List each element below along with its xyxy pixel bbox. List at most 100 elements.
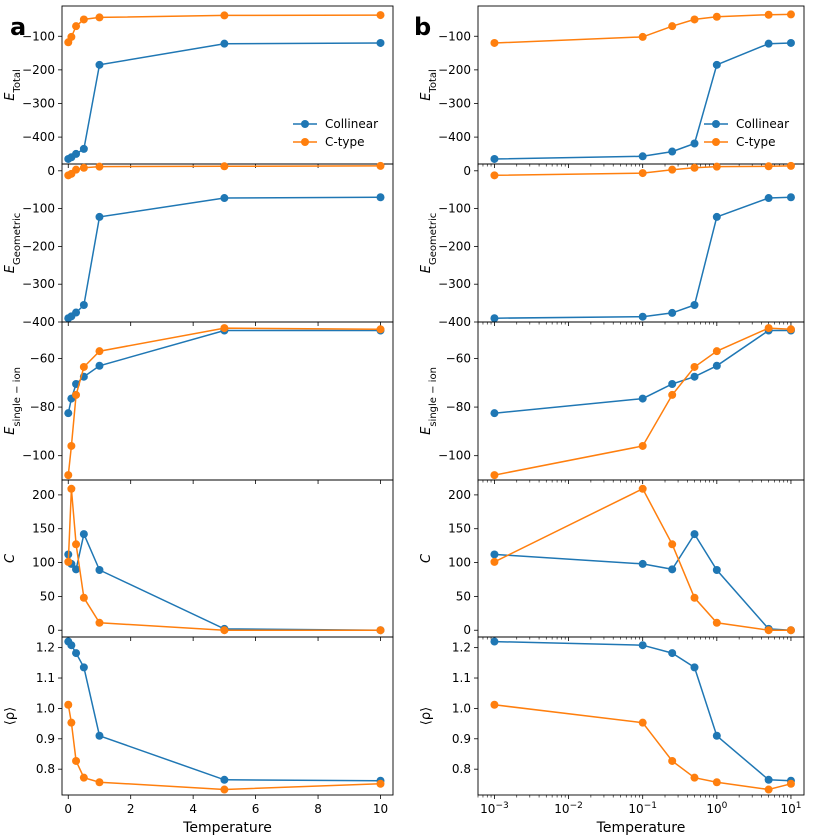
y-axis-label-subscript: single − ion: [12, 367, 23, 427]
subplot-b-2: −400 −300 −200 −100 0 EGeometric: [419, 161, 805, 329]
y-axis-label-main: C: [419, 553, 434, 563]
y-axis-label-subscript: Total: [12, 69, 23, 93]
x-tick-label: 101: [780, 801, 801, 816]
data-point-collinear: [764, 194, 773, 203]
data-point-c-type: [786, 161, 795, 170]
data-point-c-type: [690, 773, 699, 782]
y-tick-label: −80: [30, 400, 55, 414]
y-axis-label: EGeometric: [419, 213, 439, 273]
data-point-collinear: [79, 663, 88, 672]
x-tick-label-exponent: 1: [796, 801, 802, 811]
data-point-c-type: [490, 471, 499, 480]
data-point-c-type: [64, 471, 73, 480]
data-point-collinear: [712, 60, 721, 69]
data-point-c-type: [668, 540, 677, 549]
data-point-c-type: [690, 593, 699, 602]
data-point-c-type: [668, 756, 677, 765]
data-point-c-type: [712, 162, 721, 171]
data-point-c-type: [220, 324, 229, 333]
data-point-c-type: [72, 390, 81, 399]
y-axis-label: Esingle − ion: [419, 367, 439, 435]
data-point-collinear: [690, 530, 699, 539]
data-point-c-type: [95, 347, 104, 356]
data-point-collinear: [220, 775, 229, 784]
y-axis-label-main: E: [419, 264, 434, 273]
x-tick-label-base: 10: [554, 802, 569, 816]
data-point-c-type: [668, 22, 677, 31]
y-axis-label: ETotal: [3, 69, 23, 101]
data-point-collinear: [668, 379, 677, 388]
y-axis-label-main: C: [3, 553, 18, 563]
data-point-c-type: [376, 325, 385, 334]
y-tick-label: 200: [32, 488, 55, 502]
y-tick-label: −100: [22, 202, 55, 216]
y-axis-label-main: ⟨ρ⟩: [419, 707, 434, 725]
subplot-a-1: −400 −300 −200 −100 ETotal Collinear C-type: [3, 5, 394, 168]
legend-label: Collinear: [736, 117, 789, 131]
subplot-b-5: 0.80.91.01.11.2⟨ρ⟩10−3 10−2 10−1 100 101Temp…: [419, 636, 805, 836]
y-tick-label: −300: [438, 96, 471, 110]
axes-frame: [477, 636, 805, 796]
data-point-c-type: [668, 165, 677, 174]
data-point-c-type: [764, 785, 773, 794]
data-point-collinear: [668, 308, 677, 317]
panel-a: −400−300−200−100ETotalCollinearC-type−40…: [3, 5, 394, 836]
data-point-c-type: [72, 540, 81, 549]
data-point-collinear: [786, 193, 795, 202]
legend-marker: [712, 138, 720, 146]
legend-label: Collinear: [325, 117, 378, 131]
data-point-c-type: [67, 484, 76, 493]
y-tick-label: −400: [438, 130, 471, 144]
y-tick-label: 0: [47, 164, 55, 178]
data-point-collinear: [786, 38, 795, 47]
y-axis-label-subscript: Geometric: [12, 213, 23, 265]
data-point-collinear: [764, 775, 773, 784]
legend-label: C-type: [325, 135, 365, 149]
data-point-c-type: [786, 325, 795, 334]
y-axis-label-main: E: [3, 264, 18, 273]
data-point-c-type: [220, 626, 229, 635]
data-point-collinear: [712, 361, 721, 370]
y-tick-label: −100: [22, 449, 55, 463]
data-point-collinear: [490, 154, 499, 163]
y-tick-label: 0.9: [36, 732, 55, 746]
y-axis-label-main: E: [3, 426, 18, 435]
data-point-collinear: [64, 409, 73, 418]
y-axis-label-main: ⟨ρ⟩: [3, 707, 18, 725]
data-point-collinear: [638, 559, 647, 568]
x-tick-label: 8: [314, 802, 322, 816]
y-tick-label: 1.1: [452, 671, 471, 685]
data-point-collinear: [668, 649, 677, 658]
data-point-collinear: [690, 300, 699, 309]
data-point-c-type: [64, 557, 73, 566]
data-point-collinear: [79, 144, 88, 153]
data-point-c-type: [668, 390, 677, 399]
subplot-a-2: −400 −300 −200 −100 0 EGeometric: [3, 161, 394, 329]
data-point-c-type: [690, 163, 699, 172]
data-point-collinear: [376, 38, 385, 47]
data-point-collinear: [690, 139, 699, 148]
data-point-c-type: [79, 773, 88, 782]
data-point-c-type: [72, 22, 81, 31]
y-tick-label: −60: [446, 351, 471, 365]
y-axis-label-subscript: single − ion: [428, 367, 439, 427]
y-tick-label: 50: [40, 589, 55, 603]
y-tick-label: −200: [22, 239, 55, 253]
subplot-a-5: 0.8 0.9 1.0 1.1 1.2 ⟨ρ⟩ 0 2 4 6 8 10 Temperature: [3, 636, 394, 836]
data-point-c-type: [490, 557, 499, 566]
x-tick-label: 10−1: [628, 801, 657, 816]
data-point-c-type: [638, 32, 647, 41]
data-point-c-type: [490, 700, 499, 709]
data-point-c-type: [638, 484, 647, 493]
data-point-c-type: [712, 778, 721, 787]
data-point-collinear: [67, 641, 76, 650]
data-point-c-type: [490, 38, 499, 47]
y-axis-label: C: [3, 553, 18, 563]
data-point-collinear: [638, 394, 647, 403]
data-point-c-type: [79, 163, 88, 172]
x-tick-label: 0: [64, 802, 72, 816]
y-tick-label: 0.8: [452, 762, 471, 776]
y-tick-label: −300: [22, 277, 55, 291]
y-axis-label-subscript: Total: [428, 69, 439, 93]
y-tick-label: −400: [22, 315, 55, 329]
